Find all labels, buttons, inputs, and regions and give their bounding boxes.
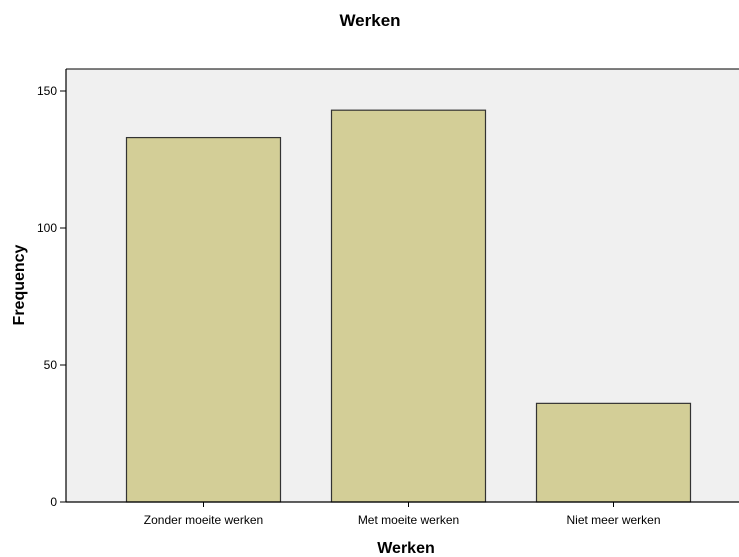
x-tick-label: Niet meer werken [566, 513, 660, 527]
x-tick-label: Met moeite werken [358, 513, 459, 527]
bars-layer [125, 109, 692, 503]
chart-title: Werken [339, 11, 400, 30]
y-axis-ticks: 0 50 100 150 [37, 84, 66, 509]
x-axis-ticks: Zonder moeite werken Met moeite werken Nie… [144, 502, 661, 527]
x-tick-label: Zonder moeite werken [144, 513, 263, 527]
x-axis-title: Werken [377, 540, 435, 557]
bar-niet-meer-werken [535, 402, 692, 503]
y-tick-label: 100 [37, 221, 57, 235]
y-axis-title: Frequency [11, 244, 28, 325]
y-tick-label: 150 [37, 84, 57, 98]
bar-met-moeite-werken [330, 109, 487, 503]
bar-zonder-moeite-werken [125, 136, 282, 503]
y-tick-label: 50 [44, 358, 58, 372]
y-tick-label: 0 [50, 495, 57, 509]
